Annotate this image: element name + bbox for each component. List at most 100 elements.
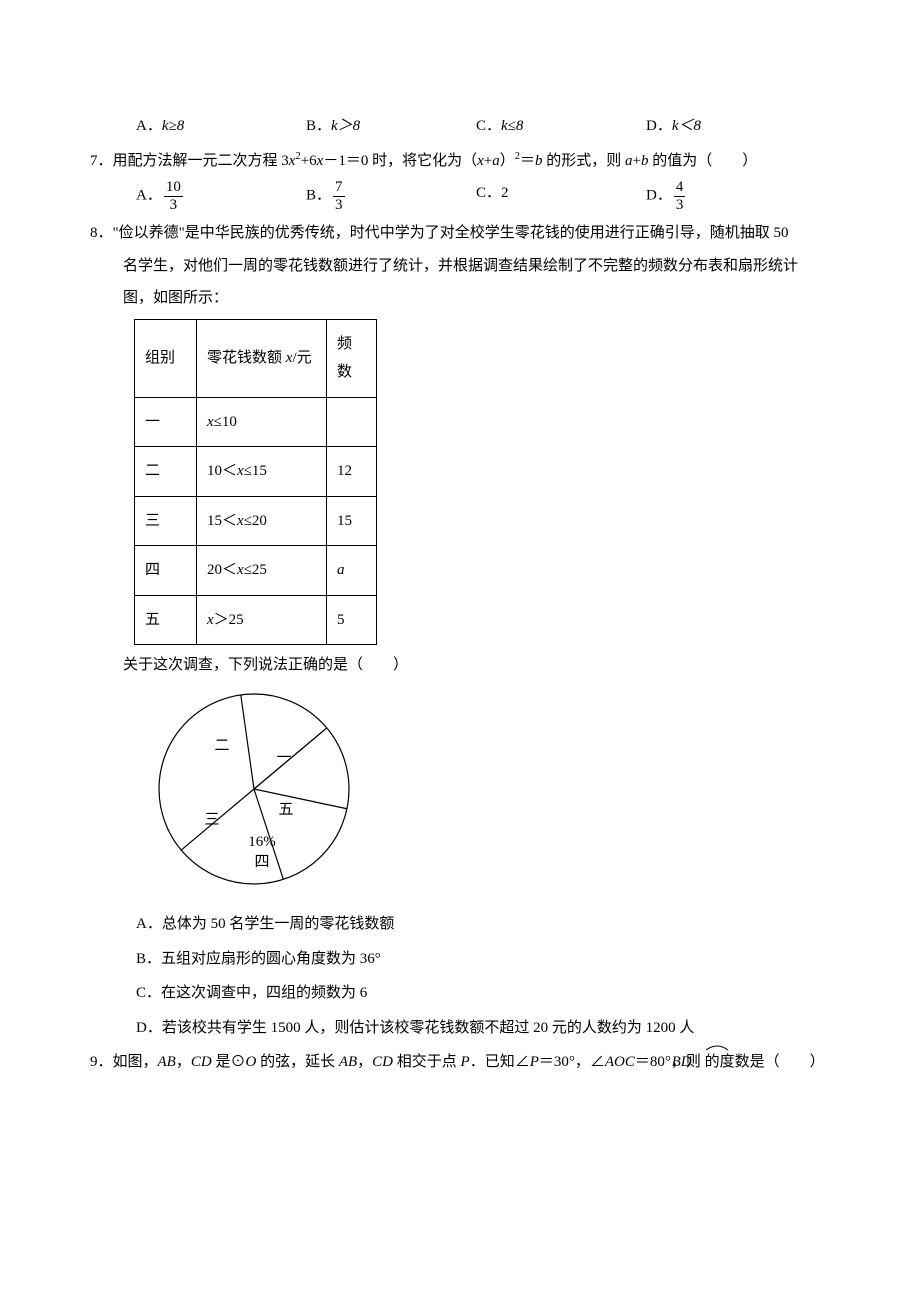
text: ＝30°，∠ xyxy=(539,1054,605,1070)
text: －1＝0 时，将它化为（ xyxy=(323,153,477,169)
svg-text:五: 五 xyxy=(278,802,293,818)
text: 10＜ xyxy=(207,463,237,479)
text: 的值为（ ） xyxy=(649,153,758,169)
text: 零花钱数额 xyxy=(207,350,286,366)
table-row: 二 10＜x≤15 12 xyxy=(135,447,377,497)
text: ， xyxy=(357,1054,372,1070)
text: +6 xyxy=(301,153,317,169)
option-label: D． xyxy=(646,118,672,134)
q8-stem-2: 名学生，对他们一周的零花钱数额进行了统计，并根据调查结果绘制了不完整的频数分布表… xyxy=(90,252,830,281)
text: ， xyxy=(176,1054,191,1070)
var: P xyxy=(530,1054,539,1070)
svg-text:一: 一 xyxy=(276,750,291,766)
table-row: 组别 零花钱数额 x/元 频数 xyxy=(135,319,377,397)
pie-chart-wrap: 一二三五16%四 xyxy=(134,684,830,905)
text: 的形式，则 xyxy=(543,153,626,169)
option-b: B．73 xyxy=(306,179,476,213)
var: b xyxy=(535,153,543,169)
var: x xyxy=(477,153,484,169)
table-row: 五 x＞25 5 xyxy=(135,595,377,645)
text: 20＜ xyxy=(207,562,237,578)
option-label: C．2 xyxy=(476,185,509,201)
numerator: 7 xyxy=(333,179,345,197)
question-8: 8．"俭以养德"是中华民族的优秀传统，时代中学为了对全校学生零花钱的使用进行正确… xyxy=(90,219,830,1042)
text: ＝ xyxy=(520,153,535,169)
cell: 一 xyxy=(135,397,197,447)
th-amount: 零花钱数额 x/元 xyxy=(197,319,327,397)
th-group: 组别 xyxy=(135,319,197,397)
svg-text:16%: 16% xyxy=(248,834,276,850)
option-b: B．五组对应扇形的圆心角度数为 36° xyxy=(136,945,830,974)
text: ＝80°，则 xyxy=(635,1054,705,1070)
q8-stem-3: 图，如图所示： xyxy=(90,284,830,313)
pie-chart: 一二三五16%四 xyxy=(134,684,374,894)
option-label: A． xyxy=(136,187,162,203)
text: + xyxy=(484,153,492,169)
var: x xyxy=(237,562,244,578)
text: ．已知∠ xyxy=(470,1054,530,1070)
text: 的度数是（ ） xyxy=(705,1054,825,1070)
question-9: 9．如图，AB，CD 是⊙O 的弦，延长 AB，CD 相交于点 P．已知∠P＝3… xyxy=(90,1048,830,1077)
var: x xyxy=(207,612,214,628)
var: a xyxy=(337,562,345,578)
q9-stem: 9．如图，AB，CD 是⊙O 的弦，延长 AB，CD 相交于点 P．已知∠P＝3… xyxy=(90,1048,830,1077)
text: 7．用配方法解一元二次方程 3 xyxy=(90,153,289,169)
var: O xyxy=(245,1054,256,1070)
option-label: B． xyxy=(306,118,331,134)
var: AB xyxy=(158,1054,176,1070)
var: CD xyxy=(191,1054,212,1070)
option-label: B． xyxy=(306,187,331,203)
frequency-table: 组别 零花钱数额 x/元 频数 一 x≤10 二 10＜x≤15 12 三 15… xyxy=(134,319,377,646)
q8-stem-1: 8．"俭以养德"是中华民族的优秀传统，时代中学为了对全校学生零花钱的使用进行正确… xyxy=(90,219,830,248)
text: 9．如图， xyxy=(90,1054,158,1070)
th-freq: 频数 xyxy=(327,319,377,397)
text: ≤25 xyxy=(244,562,267,578)
option-c: C．在这次调查中，四组的频数为 6 xyxy=(136,979,830,1008)
q-prev-options: A．k≥8 B．k＞8 C．k≤8 D．k＜8 xyxy=(90,112,830,141)
text: ≤10 xyxy=(214,414,237,430)
cell: 五 xyxy=(135,595,197,645)
option-d: D．43 xyxy=(646,179,687,213)
table-row: 一 x≤10 xyxy=(135,397,377,447)
text: 15＜ xyxy=(207,513,237,529)
q8-mid: 关于这次调查，下列说法正确的是（ ） xyxy=(90,651,830,680)
cell: 12 xyxy=(327,447,377,497)
cell: 二 xyxy=(135,447,197,497)
option-label: D． xyxy=(646,187,672,203)
options-row: A．k≥8 B．k＞8 C．k≤8 D．k＜8 xyxy=(90,112,830,141)
denominator: 3 xyxy=(168,197,180,214)
option-c: C．2 xyxy=(476,179,646,213)
options-row: A．103 B．73 C．2 D．43 xyxy=(90,179,830,213)
option-d: D．若该校共有学生 1500 人，则估计该校零花钱数额不超过 20 元的人数约为… xyxy=(136,1014,830,1043)
q8-options: A．总体为 50 名学生一周的零花钱数额 B．五组对应扇形的圆心角度数为 36°… xyxy=(90,910,830,1042)
text: /元 xyxy=(292,350,311,366)
option-a: A．k≥8 xyxy=(136,112,306,141)
svg-text:三: 三 xyxy=(204,812,219,828)
cell xyxy=(327,397,377,447)
q7-stem: 7．用配方法解一元二次方程 3x2+6x－1＝0 时，将它化为（x+a）2＝b … xyxy=(90,147,830,176)
var: b xyxy=(641,153,649,169)
text: ≤15 xyxy=(244,463,267,479)
option-expr: k＜8 xyxy=(672,118,701,134)
cell: 15 xyxy=(327,496,377,546)
var: AB xyxy=(339,1054,357,1070)
numerator: 10 xyxy=(164,179,183,197)
table-row: 三 15＜x≤20 15 xyxy=(135,496,377,546)
cell: 5 xyxy=(327,595,377,645)
svg-text:二: 二 xyxy=(214,738,229,754)
table-row: 四 20＜x≤25 a xyxy=(135,546,377,596)
var: x xyxy=(237,513,244,529)
fraction: 43 xyxy=(674,179,686,213)
text: + xyxy=(633,153,641,169)
cell: 15＜x≤20 xyxy=(197,496,327,546)
denominator: 3 xyxy=(674,197,686,214)
option-a: A．总体为 50 名学生一周的零花钱数额 xyxy=(136,910,830,939)
cell: x≤10 xyxy=(197,397,327,447)
arc-text: BD xyxy=(672,1054,692,1070)
var: AOC xyxy=(605,1054,635,1070)
text: ≤20 xyxy=(244,513,267,529)
option-expr: k≤8 xyxy=(501,118,523,134)
cell: 10＜x≤15 xyxy=(197,447,327,497)
option-label: A． xyxy=(136,118,162,134)
numerator: 4 xyxy=(674,179,686,197)
